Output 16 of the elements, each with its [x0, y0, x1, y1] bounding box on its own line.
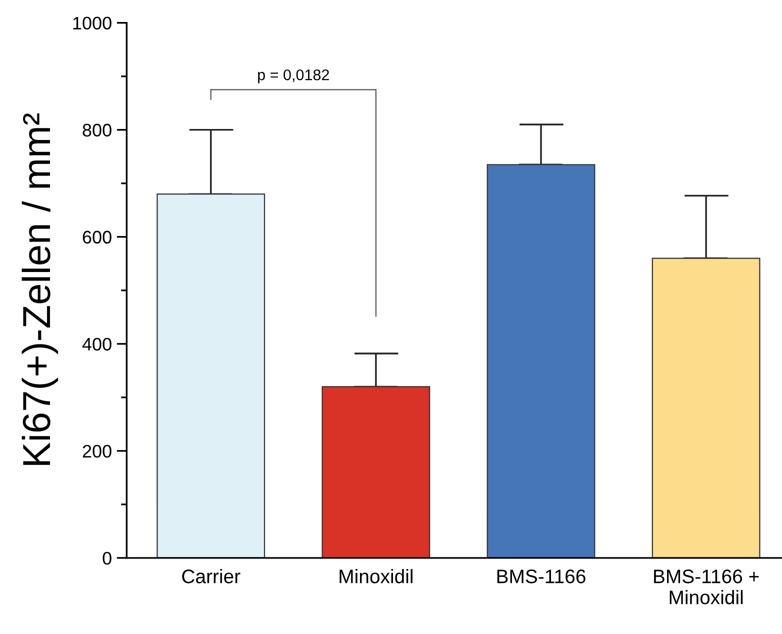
y-axis-title: Ki67(+)-Zellen / mm² — [22, 113, 58, 465]
y-tick-label: 1000 — [73, 16, 112, 30]
y-tick-label: 800 — [82, 124, 112, 137]
y-tick-label: 0 — [102, 552, 112, 565]
y-tick-label: 600 — [82, 230, 112, 244]
annotation: p = 0,0182 — [258, 69, 329, 84]
bar — [156, 194, 266, 558]
x-tick-label: Minoxidil — [340, 569, 412, 584]
bar — [652, 258, 760, 558]
y-tick-label: 400 — [82, 338, 112, 351]
y-tick-label: 200 — [82, 444, 112, 458]
x-tick-label: Carrier — [182, 569, 240, 584]
x-tick-label: BMS-1166 + Minoxidil — [654, 570, 759, 604]
x-tick-label: BMS-1166 — [497, 570, 586, 584]
bar — [322, 386, 430, 558]
bar — [486, 164, 596, 558]
